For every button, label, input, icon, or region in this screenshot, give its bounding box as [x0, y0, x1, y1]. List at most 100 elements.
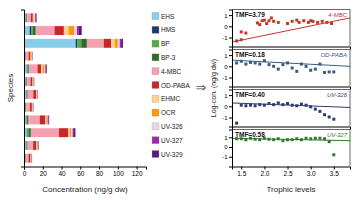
bar-segment [33, 13, 35, 22]
bar-segment [30, 52, 31, 61]
tick-label: 40 [58, 170, 66, 177]
tick: 20 [40, 167, 48, 177]
trend-line [232, 18, 350, 42]
legend-label: BP [161, 40, 170, 47]
bar-segment [31, 26, 33, 35]
point [268, 19, 271, 22]
tick-label: 1 [224, 135, 228, 141]
frame [350, 50, 351, 87]
legend-label: OCR [161, 109, 176, 116]
bar-segment [74, 128, 75, 137]
tick-label: 1 [224, 13, 228, 19]
bar-segment [32, 77, 33, 86]
panel-label: TMF=0.18 [235, 51, 265, 58]
bar-segment [31, 128, 59, 137]
legend-item: EHMC [152, 95, 180, 102]
bar-segment [28, 90, 34, 99]
frame [232, 9, 350, 10]
tick-mark [229, 118, 232, 119]
bar-segment [26, 64, 28, 73]
legend-swatch [152, 68, 159, 75]
bar-segment [73, 128, 74, 137]
bar-segment [121, 39, 123, 48]
point [235, 61, 238, 64]
bar-segment [87, 39, 104, 48]
legend-item: BP-3 [152, 54, 176, 61]
bar-segment [30, 77, 32, 86]
point [265, 22, 268, 25]
legend-item: HMS [152, 26, 176, 33]
bar-segment [32, 77, 34, 86]
legend-swatch [152, 137, 159, 144]
bar-segment [45, 115, 47, 124]
bar-segment [76, 39, 78, 48]
legend-swatch [152, 54, 159, 61]
bar-segment [70, 128, 71, 137]
axis-line [229, 90, 233, 127]
bar-segment [33, 77, 34, 86]
bar-segment [38, 64, 42, 73]
legend-label: UV-329 [161, 151, 183, 158]
tick-label: 3.5 [330, 170, 339, 177]
point [332, 70, 335, 73]
point [281, 63, 284, 66]
legend-item: UV-327 [152, 137, 183, 144]
bar-segment [44, 64, 46, 73]
bar-segment [31, 154, 32, 163]
bar-segment [37, 141, 38, 150]
panel: -101TMF=0.40UV-326 [222, 90, 350, 130]
bar-segment [37, 90, 38, 99]
bar-segment [81, 39, 87, 48]
bar-segment [25, 115, 26, 124]
legend-swatch [152, 109, 159, 116]
tick: 0 [224, 104, 232, 110]
bar-segment [26, 52, 29, 61]
legend-item: EHS [152, 13, 175, 20]
trend-line [232, 103, 350, 107]
bar-segment [25, 141, 26, 150]
legend-label: EHMC [161, 95, 180, 102]
tick-label: 3.0 [307, 170, 316, 177]
point [298, 21, 301, 24]
bar-segment [104, 39, 112, 48]
panel-label: TMF=0.40 [235, 91, 265, 98]
axis [21, 10, 25, 167]
bar-segment [77, 39, 81, 48]
bar-segment [46, 115, 48, 124]
tick: 1.5 [237, 167, 246, 177]
bar-segment [31, 13, 33, 22]
point [258, 23, 261, 26]
bar-segment [26, 103, 30, 112]
bar-segment [31, 154, 32, 163]
tick-mark [229, 78, 232, 79]
bar-segment [38, 141, 39, 150]
point [291, 20, 294, 23]
bars [24, 13, 123, 162]
bar-segment [32, 103, 33, 112]
axis: 020406080100120 [23, 167, 147, 177]
axis: -101 [222, 90, 232, 127]
bar-segment [36, 141, 38, 150]
x-axis-title: Trophic levels [266, 185, 315, 194]
bar-segment [59, 128, 68, 137]
bar-segment [79, 26, 82, 35]
tick-label: 0 [23, 170, 27, 177]
axis: -101 [222, 10, 232, 47]
point [305, 65, 308, 68]
bar-segment [71, 128, 72, 137]
bar-segment [32, 103, 33, 112]
bar-segment [64, 26, 69, 35]
tick: 0 [224, 144, 232, 150]
axis [233, 47, 351, 50]
trend-line [232, 138, 350, 140]
point [240, 30, 243, 33]
axis-line [21, 10, 25, 167]
point [258, 63, 261, 66]
bar-segment [111, 39, 115, 48]
bar-segment [27, 64, 29, 73]
bar-segment [115, 39, 118, 48]
bar-segment [33, 26, 36, 35]
y-axis-title: Species [6, 74, 15, 102]
point [244, 63, 247, 66]
panel: -101TMF=0.18OD-PABA [222, 50, 350, 90]
